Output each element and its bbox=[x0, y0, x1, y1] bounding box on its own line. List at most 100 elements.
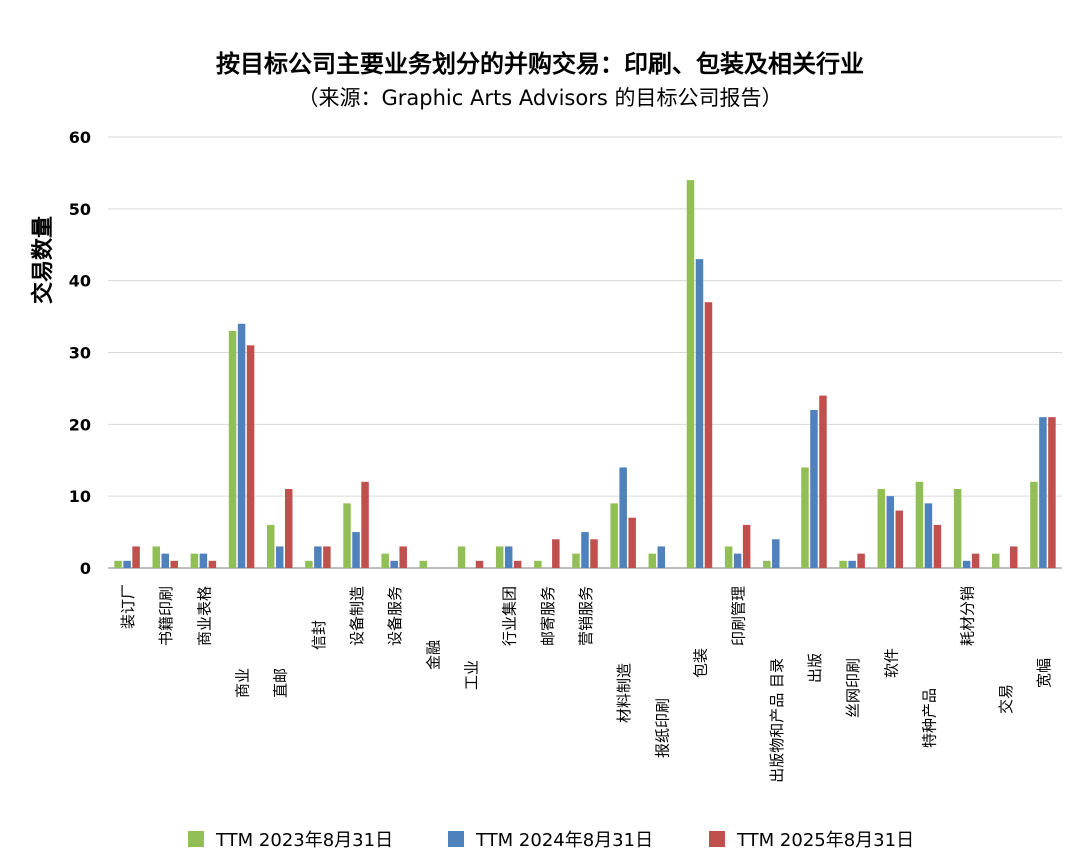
bar bbox=[772, 539, 780, 568]
bar bbox=[1048, 417, 1056, 568]
x-tick-label: 印刷管理 bbox=[730, 586, 748, 646]
x-tick-label: 软件 bbox=[882, 648, 900, 678]
bar bbox=[361, 481, 369, 568]
bar bbox=[152, 546, 160, 568]
x-tick-label: 报纸印刷 bbox=[653, 698, 671, 758]
y-tick-label: 10 bbox=[69, 487, 91, 506]
bar bbox=[877, 488, 886, 568]
bar bbox=[534, 560, 542, 568]
bar bbox=[610, 503, 618, 568]
legend-swatch-2024 bbox=[448, 831, 464, 847]
bar bbox=[819, 395, 827, 568]
bar bbox=[763, 560, 771, 568]
legend-label-2024: TTM 2024年8月31日 bbox=[476, 830, 654, 851]
x-tick-label: 商业 bbox=[234, 668, 252, 698]
bar bbox=[552, 539, 560, 568]
bar bbox=[886, 496, 895, 568]
bar bbox=[504, 546, 513, 568]
y-axis-label: 交易数量 bbox=[30, 216, 56, 304]
bar bbox=[992, 553, 1000, 568]
bar bbox=[915, 481, 924, 568]
bar bbox=[190, 553, 199, 568]
bar bbox=[305, 560, 313, 568]
bar bbox=[495, 546, 504, 568]
y-tick-label: 0 bbox=[80, 559, 91, 578]
bar bbox=[648, 553, 657, 568]
legend-item-2024: TTM 2024年8月31日 bbox=[448, 826, 653, 852]
y-tick-label: 30 bbox=[69, 344, 91, 363]
x-tick-label: 邮寄服务 bbox=[539, 586, 557, 646]
bar bbox=[839, 560, 847, 568]
bar bbox=[199, 553, 208, 568]
bar bbox=[801, 467, 809, 568]
bar bbox=[343, 503, 351, 568]
bar bbox=[704, 302, 713, 568]
bar bbox=[457, 546, 466, 568]
x-tick-label: 商业表格 bbox=[195, 586, 213, 646]
x-tick-label: 丝网印刷 bbox=[844, 658, 862, 718]
bar bbox=[323, 546, 331, 568]
bar bbox=[1039, 417, 1047, 568]
x-tick-label: 出版 bbox=[806, 653, 824, 683]
bar bbox=[848, 560, 856, 568]
bar bbox=[266, 524, 275, 568]
x-tick-label: 耗材分销 bbox=[959, 586, 977, 646]
y-tick-label: 60 bbox=[69, 128, 91, 147]
legend-label-2023: TTM 2023年8月31日 bbox=[216, 830, 394, 851]
bar bbox=[810, 409, 818, 568]
bar bbox=[352, 532, 360, 568]
y-tick-label: 20 bbox=[69, 415, 91, 434]
bar bbox=[953, 488, 962, 568]
y-tick-label: 40 bbox=[69, 272, 91, 291]
bar bbox=[275, 546, 284, 568]
bar bbox=[123, 560, 131, 568]
x-tick-label: 交易 bbox=[997, 684, 1015, 714]
bar bbox=[381, 553, 389, 568]
bar bbox=[1010, 546, 1018, 568]
bar bbox=[695, 259, 704, 568]
bar bbox=[237, 323, 246, 568]
bar bbox=[619, 467, 627, 568]
x-tick-label: 宽幅 bbox=[1035, 658, 1053, 688]
bar bbox=[170, 560, 178, 568]
bar bbox=[971, 553, 980, 568]
x-tick-label: 书籍印刷 bbox=[157, 586, 175, 646]
bar bbox=[390, 560, 398, 568]
legend-swatch-2023 bbox=[188, 831, 204, 847]
bar bbox=[628, 517, 636, 568]
bar bbox=[895, 510, 904, 568]
x-tick-label: 设备服务 bbox=[386, 586, 404, 646]
bar bbox=[314, 546, 322, 568]
x-tick-label: 营销服务 bbox=[577, 586, 595, 646]
x-tick-label: 材料制造 bbox=[615, 663, 633, 723]
bar bbox=[572, 553, 580, 568]
chart-subtitle: （来源：Graphic Arts Advisors 的目标公司报告） bbox=[297, 86, 783, 110]
x-tick-label: 金融 bbox=[424, 640, 442, 670]
x-tick-label: 特种产品 bbox=[920, 688, 938, 748]
x-tick-label: 包装 bbox=[691, 648, 709, 678]
bar bbox=[590, 539, 598, 568]
y-tick-label: 50 bbox=[69, 200, 91, 219]
bar bbox=[857, 553, 865, 568]
bar bbox=[228, 330, 237, 568]
x-tick-label: 直邮 bbox=[272, 668, 290, 698]
bar bbox=[208, 560, 217, 568]
legend-label-2025: TTM 2025年8月31日 bbox=[737, 830, 915, 851]
legend-item-2025: TTM 2025年8月31日 bbox=[709, 826, 914, 852]
legend: TTM 2023年8月31日 TTM 2024年8月31日 TTM 2025年8… bbox=[0, 826, 1080, 852]
bar bbox=[933, 524, 942, 568]
bar bbox=[132, 546, 140, 568]
bar bbox=[284, 488, 293, 568]
x-tick-label: 信封 bbox=[310, 620, 328, 650]
x-tick-label: 装订厂 bbox=[119, 584, 137, 629]
bar bbox=[419, 560, 428, 568]
bar bbox=[161, 553, 169, 568]
bar bbox=[581, 532, 589, 568]
bar bbox=[475, 560, 484, 568]
bar bbox=[924, 503, 933, 568]
legend-swatch-2025 bbox=[709, 831, 725, 847]
bar bbox=[1030, 481, 1038, 568]
x-tick-label: 行业集团 bbox=[501, 586, 519, 646]
x-tick-label: 工业 bbox=[463, 660, 481, 690]
